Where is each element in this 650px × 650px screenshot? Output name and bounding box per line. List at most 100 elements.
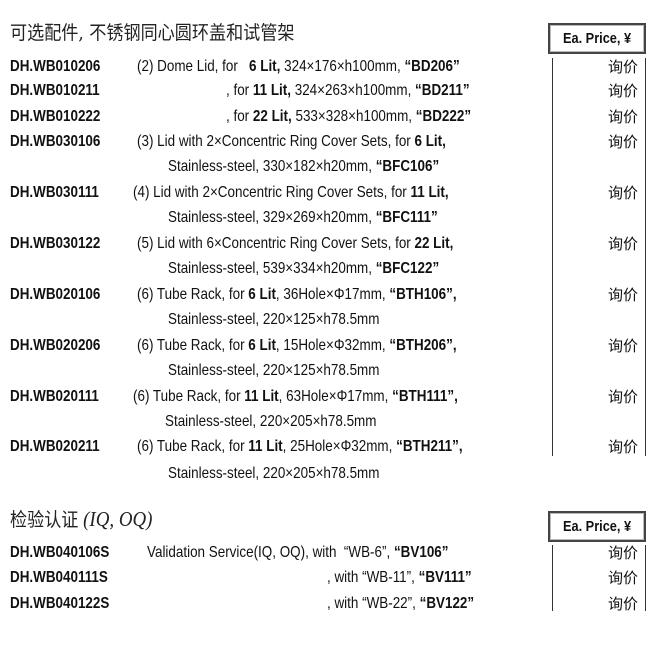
price-header-label: Ea. Price, ¥ — [562, 30, 632, 47]
description-segment: (2) Dome Lid, for — [137, 58, 250, 75]
price-column-right-border — [645, 58, 646, 456]
description-segment: Stainless-steel, 220×125×h78.5mm — [168, 362, 380, 379]
item-description: Stainless-steel, 220×125×h78.5mm — [168, 361, 379, 381]
description-segment: Stainless-steel, 220×205×h78.5mm — [168, 465, 380, 482]
price-column-left-border — [552, 545, 553, 611]
description-segment: “BD206” — [404, 58, 460, 75]
description-segment: Stainless-steel, 220×125×h78.5mm — [168, 311, 380, 328]
description-segment: Stainless-steel, 220×205×h78.5mm — [165, 413, 377, 430]
item-description: , for 11 Lit, 324×263×h100mm, “BD211” — [226, 81, 470, 101]
description-segment: “BTH206”, — [389, 337, 457, 354]
description-segment: , 36Hole×Φ17mm, — [275, 286, 390, 303]
item-code: DH.WB020206 — [10, 337, 101, 354]
description-segment: 22 Lit, — [414, 235, 454, 252]
price-value: 询价 — [607, 286, 638, 304]
item-description: Stainless-steel, 220×205×h78.5mm — [165, 412, 376, 432]
description-segment: 6 Lit — [248, 286, 276, 303]
price-header-label: Ea. Price, ¥ — [562, 518, 632, 535]
item-description: (6) Tube Rack, for 6 Lit, 15Hole×Φ32mm, … — [137, 336, 457, 356]
description-segment: 324×263×h100mm, — [290, 82, 416, 99]
price-value: 询价 — [607, 438, 638, 456]
price-value: 询价 — [607, 337, 638, 355]
description-segment: 533×328×h100mm, — [291, 108, 416, 125]
description-segment: , 25Hole×Φ32mm, — [282, 438, 397, 455]
item-code: DH.WB010211 — [10, 82, 100, 99]
section-title-text: 检验认证 — [10, 509, 79, 531]
item-description: (4) Lid with 2×Concentric Ring Cover Set… — [133, 183, 449, 203]
section-title-validation: 检验认证 (IQ, OQ) — [10, 505, 152, 532]
price-value: 询价 — [607, 544, 638, 562]
price-value: 询价 — [607, 569, 638, 587]
item-description: Stainless-steel, 220×205×h78.5mm — [168, 464, 379, 484]
description-segment: 6 Lit, — [249, 58, 281, 75]
description-segment: (6) Tube Rack, for — [137, 286, 249, 303]
item-description: Stainless-steel, 539×334×h20mm, “BFC122” — [168, 259, 439, 279]
item-description: (6) Tube Rack, for 6 Lit, 36Hole×Φ17mm, … — [137, 285, 457, 305]
price-value: 询价 — [607, 133, 638, 151]
description-segment: , 63Hole×Φ17mm, — [278, 388, 393, 405]
description-segment: 22 Lit, — [252, 108, 292, 125]
description-segment: “BFC122” — [375, 260, 440, 277]
description-segment: Stainless-steel, 539×334×h20mm, — [168, 260, 376, 277]
price-value: 询价 — [607, 388, 638, 406]
description-segment: (5) Lid with 6×Concentric Ring Cover Set… — [137, 235, 415, 252]
item-description: , with “WB-11”, “BV111” — [327, 568, 472, 588]
description-segment: 11 Lit — [244, 388, 279, 405]
description-segment: (4) Lid with 2×Concentric Ring Cover Set… — [133, 184, 411, 201]
description-segment: “BV106” — [393, 544, 449, 561]
description-segment: (3) Lid with 2×Concentric Ring Cover Set… — [137, 133, 415, 150]
item-description: Validation Service(IQ, OQ), with “WB-6”,… — [147, 543, 448, 563]
description-segment: 11 Lit, — [410, 184, 449, 201]
price-column-right-border — [645, 545, 646, 611]
item-code: DH.WB040111S — [10, 569, 108, 586]
item-description: (3) Lid with 2×Concentric Ring Cover Set… — [137, 132, 446, 152]
price-header: Ea. Price, ¥ — [548, 511, 646, 542]
description-segment: “BTH106”, — [389, 286, 457, 303]
description-segment: , with “WB-22”, — [327, 595, 420, 612]
item-code: DH.WB010222 — [10, 108, 101, 125]
item-code: DH.WB020211 — [10, 438, 100, 455]
description-segment: “BFC106” — [375, 158, 440, 175]
description-segment: 6 Lit — [248, 337, 276, 354]
price-value: 询价 — [607, 108, 638, 126]
item-description: , with “WB-22”, “BV122” — [327, 594, 474, 614]
description-segment: “BD222” — [415, 108, 472, 125]
section-title-suffix: (IQ, OQ) — [78, 507, 153, 531]
item-code: DH.WB020106 — [10, 286, 101, 303]
description-segment: “BTH211”, — [396, 438, 463, 455]
price-column-left-border — [552, 58, 553, 456]
item-code: DH.WB020111 — [10, 388, 99, 405]
description-segment: 6 Lit, — [414, 133, 446, 150]
description-segment: “BD211” — [415, 82, 470, 99]
description-segment: “BV111” — [418, 569, 472, 586]
description-segment: (6) Tube Rack, for — [133, 388, 245, 405]
item-code: DH.WB030111 — [10, 184, 99, 201]
item-code: DH.WB040122S — [10, 595, 110, 612]
description-segment: Stainless-steel, 329×269×h20mm, — [168, 209, 376, 226]
price-value: 询价 — [607, 58, 638, 76]
description-segment: 324×176×h100mm, — [280, 58, 405, 75]
item-code: DH.WB030106 — [10, 133, 101, 150]
item-description: Stainless-steel, 220×125×h78.5mm — [168, 310, 379, 330]
price-value: 询价 — [607, 595, 638, 613]
item-description: (2) Dome Lid, for 6 Lit, 324×176×h100mm,… — [137, 57, 460, 77]
item-code: DH.WB010206 — [10, 58, 101, 75]
item-code: DH.WB030122 — [10, 235, 101, 252]
description-segment: (6) Tube Rack, for — [137, 337, 249, 354]
description-segment: , with “WB-11”, — [327, 569, 419, 586]
description-segment: 11 Lit — [248, 438, 283, 455]
description-segment: , for — [226, 108, 253, 125]
item-description: Stainless-steel, 330×182×h20mm, “BFC106” — [168, 157, 439, 177]
item-description: (5) Lid with 6×Concentric Ring Cover Set… — [137, 234, 453, 254]
section-title-text: 可选配件, 不锈钢同心圆环盖和试管架 — [10, 22, 295, 44]
description-segment: “BFC111” — [375, 209, 438, 226]
description-segment: Validation Service(IQ, OQ), with “WB-6”, — [147, 544, 394, 561]
price-value: 询价 — [607, 82, 638, 100]
section-title-accessories: 可选配件, 不锈钢同心圆环盖和试管架 — [10, 18, 294, 45]
description-segment: “BTH111”, — [392, 388, 458, 405]
description-segment: Stainless-steel, 330×182×h20mm, — [168, 158, 376, 175]
price-value: 询价 — [607, 235, 638, 253]
item-description: (6) Tube Rack, for 11 Lit, 63Hole×Φ17mm,… — [133, 387, 458, 407]
description-segment: “BV122” — [419, 595, 475, 612]
price-header: Ea. Price, ¥ — [548, 23, 646, 54]
